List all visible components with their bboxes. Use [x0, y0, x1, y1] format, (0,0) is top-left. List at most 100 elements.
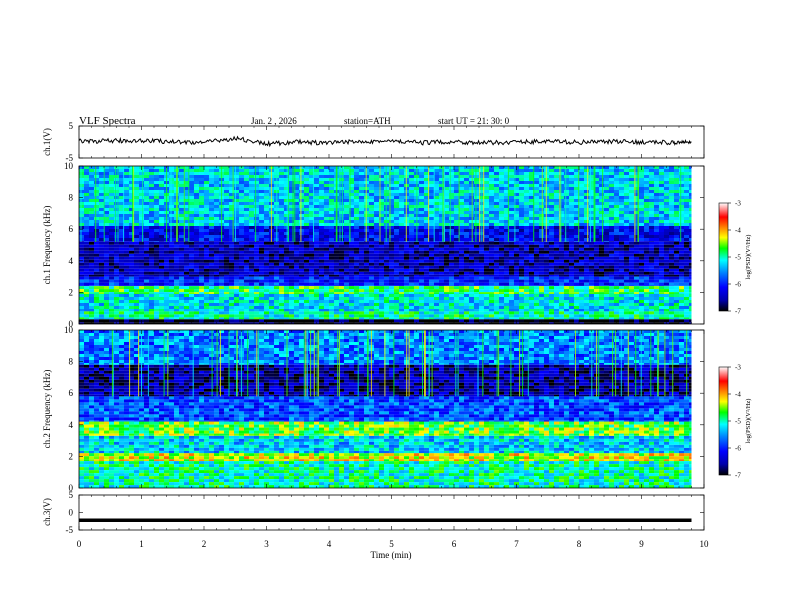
spectrogram-cell-2 — [514, 274, 519, 277]
spectrogram-cell-2 — [369, 262, 374, 266]
spectrogram-cell-2 — [549, 256, 554, 260]
spectrogram-cell-1 — [604, 229, 609, 232]
spectrogram-cell-2 — [554, 262, 559, 266]
spectrogram-cell-0 — [439, 193, 444, 196]
spectrogram-cell-0 — [684, 175, 689, 178]
spectrogram-cell-0 — [569, 199, 574, 202]
spectrogram-cell-0 — [339, 205, 344, 208]
spectrogram-cell-0 — [344, 175, 349, 178]
spectrogram-cell-0 — [114, 178, 119, 181]
spectrogram-cell-2 — [459, 265, 464, 269]
spectrogram-cell-1 — [179, 235, 184, 238]
spectrogram-cell-0 — [604, 166, 609, 169]
spectrogram-cell-0 — [149, 217, 154, 220]
spectrogram-cell-2 — [204, 259, 209, 263]
spectrogram-cell-0 — [559, 214, 564, 217]
spectrogram-cell-0 — [624, 175, 629, 178]
spectrogram-cell-1 — [369, 241, 374, 242]
spectrogram-cell-0 — [204, 196, 209, 199]
spectrogram-cell-0 — [669, 211, 674, 214]
spectrogram-cell-0 — [179, 223, 184, 226]
spectrogram-cell-2 — [504, 265, 509, 269]
spectrogram-cell-0 — [339, 169, 344, 172]
spectrogram-cell-2 — [639, 247, 644, 251]
spectrogram-cell-0 — [669, 178, 674, 181]
spectrogram-cell-0 — [624, 223, 629, 226]
spectrogram-cell-0 — [229, 166, 234, 169]
spectrogram-cell-2 — [249, 244, 254, 248]
spectrogram-cell-0 — [109, 175, 114, 178]
spectrogram-cell-0 — [644, 199, 649, 202]
spectrogram-cell-0 — [239, 208, 244, 211]
spectrogram-cell-0 — [559, 208, 564, 211]
spectrogram-cell-0 — [604, 202, 609, 205]
spectrogram-cell-2 — [369, 268, 374, 272]
spectrogram-cell-0 — [634, 166, 639, 169]
spectrogram-cell-0 — [319, 178, 324, 181]
spectrogram-cell-0 — [129, 199, 134, 202]
spectrogram-cell-0 — [349, 169, 354, 172]
spectrogram-cell-0 — [409, 190, 414, 193]
spectrogram-cell-3 — [424, 279, 429, 283]
spectrogram-cell-2 — [99, 244, 104, 248]
spectrogram-cell-1 — [514, 232, 519, 235]
spectrogram-cell-0 — [104, 223, 109, 226]
spectrogram-cell-1 — [409, 238, 414, 241]
spectrogram-cell-0 — [574, 217, 579, 220]
spectrogram-cell-2 — [624, 256, 629, 260]
spectrogram-cell-1 — [129, 235, 134, 238]
spectrogram-cell-1 — [534, 238, 539, 241]
spectrogram-cell-0 — [574, 214, 579, 217]
spectrogram-cell-0 — [374, 169, 379, 172]
spectrogram-cell-2 — [159, 271, 164, 275]
spectrogram-cell-0 — [509, 199, 514, 202]
spectrogram-cell-2 — [409, 244, 414, 248]
spectrogram-cell-3 — [124, 276, 129, 280]
spectrogram-cell-2 — [99, 268, 104, 272]
spectrogram-cell-0 — [259, 184, 264, 187]
spectrogram-cell-2 — [179, 241, 184, 245]
spectrogram-cell-0 — [524, 184, 529, 187]
spectrogram-cell-2 — [274, 262, 279, 266]
spectrogram-cell-0 — [444, 205, 449, 208]
spectrogram-cell-2 — [254, 247, 259, 251]
spectrogram-cell-0 — [229, 181, 234, 184]
spectrogram-cell-0 — [319, 217, 324, 220]
spectrogram-cell-3 — [274, 276, 279, 280]
spectrogram-cell-0 — [534, 223, 539, 226]
spectrogram-cell-0 — [549, 166, 554, 169]
spectrogram-cell-1 — [154, 232, 159, 235]
spectrogram-cell-0 — [129, 202, 134, 205]
spectrogram-cell-2 — [504, 241, 509, 245]
spectrogram-cell-1 — [669, 238, 674, 241]
spectrogram-cell-0 — [489, 208, 494, 211]
spectrogram-cell-0 — [114, 214, 119, 217]
spectrogram-cell-0 — [469, 172, 474, 175]
spectrogram-cell-2 — [89, 271, 94, 275]
spectrogram-cell-2 — [184, 265, 189, 269]
spectrogram-cell-0 — [139, 169, 144, 172]
spectrogram-cell-0 — [444, 190, 449, 193]
spectrogram-cell-2 — [384, 265, 389, 269]
spectrogram-cell-2 — [199, 262, 204, 266]
spectrogram-cell-2 — [154, 259, 159, 263]
spectrogram-cell-0 — [309, 166, 314, 169]
spectrogram-cell-1 — [179, 226, 184, 229]
spectrogram-cell-2 — [469, 259, 474, 263]
spectrogram-cell-0 — [664, 190, 669, 193]
spectrogram-cell-2 — [344, 253, 349, 257]
spectrogram-cell-2 — [239, 271, 244, 275]
spectrogram-cell-0 — [144, 214, 149, 217]
spectrogram-cell-0 — [689, 196, 692, 199]
spectrogram-cell-0 — [494, 187, 499, 190]
spectrogram-cell-1 — [654, 238, 659, 241]
spectrogram-cell-0 — [369, 208, 374, 211]
spectrogram-cell-3 — [389, 279, 394, 283]
spectrogram-cell-0 — [179, 169, 184, 172]
spectrogram-cell-2 — [599, 271, 604, 275]
spectrogram-cell-2 — [469, 271, 474, 275]
spectrogram-cell-0 — [354, 202, 359, 205]
spectrogram-cell-2 — [384, 259, 389, 263]
spectrogram-cell-1 — [499, 229, 504, 232]
spectrogram-cell-0 — [599, 202, 604, 205]
